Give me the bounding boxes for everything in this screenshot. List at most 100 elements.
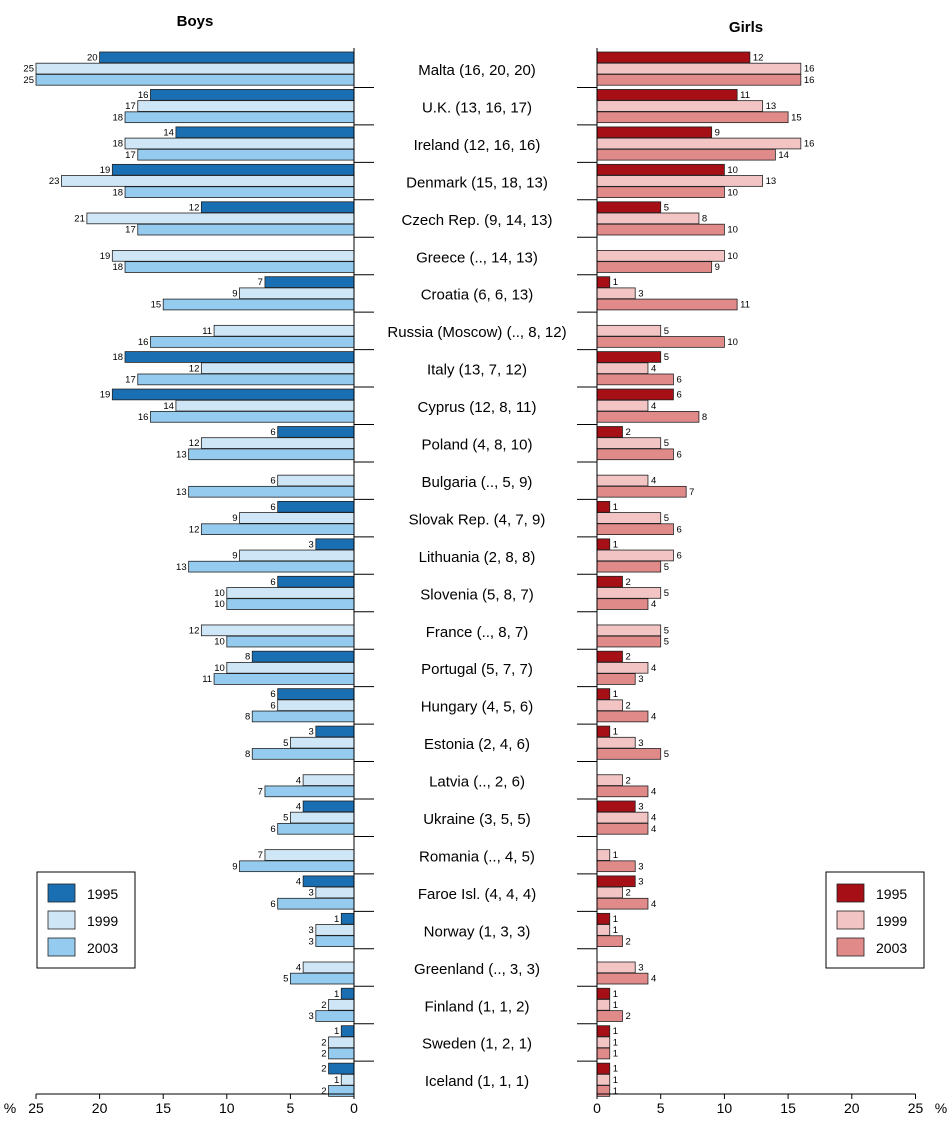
girls-value-label: 1: [613, 1026, 618, 1037]
girls-value-label: 4: [651, 824, 656, 835]
country-label: Ireland (12, 16, 16): [414, 137, 541, 154]
country-label: Portugal (5, 7, 7): [421, 661, 533, 678]
boys-value-label: 4: [296, 775, 301, 786]
girls-bar-1999: [596, 886, 623, 899]
boys-bar-2003: [188, 448, 355, 461]
boys-bar-2003: [251, 710, 355, 723]
girls-value-label: 2: [625, 1011, 630, 1022]
country-group: Bulgaria (.., 5, 9) 6 4 13 7: [176, 461, 694, 498]
girls-legend-label: 2003: [876, 940, 907, 956]
country-label: Croatia (6, 6, 13): [421, 287, 534, 304]
boys-value-label: 19: [100, 251, 111, 262]
country-group: U.K. (13, 16, 17) 16 11 17 13 18 15: [112, 86, 802, 123]
boys-bar-2003: [315, 935, 355, 947]
boys-value-label: 17: [125, 150, 136, 161]
boys-bar-1999: [61, 175, 355, 187]
boys-value-label: 6: [270, 899, 275, 910]
boys-value-label: 1: [334, 1026, 339, 1037]
chart-legends: 1995 1999 2003 1995 1999 2003: [36, 871, 925, 969]
boys-bar-1995: [340, 1025, 355, 1037]
girls-legend: 1995 1999 2003: [825, 871, 925, 969]
boys-value-label: 2: [321, 1049, 326, 1060]
country-group: Slovak Rep. (4, 7, 9) 6 1 9 5 12 6: [189, 498, 682, 535]
boys-bar-2003: [277, 823, 355, 835]
country-label: Lithuania (2, 8, 8): [419, 549, 536, 566]
boys-bar-1995: [150, 89, 355, 101]
girls-bar-1995: [596, 725, 611, 738]
girls-value-label: 3: [638, 802, 643, 813]
boys-value-label: 3: [309, 1011, 314, 1022]
girls-bar-2003: [596, 972, 649, 985]
girls-value-label: 10: [727, 187, 738, 198]
girls-value-label: 2: [625, 700, 630, 711]
girls-bar-1995: [596, 575, 623, 588]
country-group: Cyprus (12, 8, 11) 19 6 14 4 16 8: [100, 386, 707, 423]
country-label: France (.., 8, 7): [426, 624, 529, 641]
boys-x-tick-label: 15: [155, 1100, 171, 1116]
boys-value-label: 8: [245, 712, 250, 723]
boys-value-label: 5: [283, 813, 288, 824]
boys-bar-1995: [328, 1062, 355, 1075]
girls-value-label: 4: [651, 974, 656, 985]
boys-value-label: 6: [270, 502, 275, 513]
boys-value-label: 3: [309, 539, 314, 550]
girls-bar-1999: [596, 100, 764, 112]
boys-bar-1999: [226, 587, 355, 599]
boys-x-tick-label: 25: [28, 1100, 44, 1116]
boys-bar-2003: [137, 373, 355, 386]
girls-bar-2003: [596, 74, 802, 86]
boys-bar-1995: [277, 575, 355, 588]
girls-bar-1995: [596, 1025, 611, 1037]
girls-value-label: 1: [613, 539, 618, 550]
country-group: Greenland (.., 3, 3)4 35 4: [283, 948, 656, 985]
boys-value-label: 2: [321, 1000, 326, 1011]
boys-bar-1995: [315, 538, 355, 551]
boys-value-label: 6: [270, 689, 275, 700]
girls-bar-1995: [596, 351, 662, 363]
girls-value-label: 1: [613, 277, 618, 288]
girls-value-label: 5: [664, 625, 669, 636]
girls-value-label: 5: [664, 352, 669, 363]
boys-bar-1999: [35, 62, 355, 75]
boys-bar-2003: [200, 523, 355, 535]
boys-bar-1999: [315, 924, 355, 936]
boys-value-label: 10: [214, 588, 225, 599]
girls-value-label: 1: [613, 727, 618, 738]
boys-bar-1995: [124, 351, 355, 363]
girls-bar-2003: [596, 336, 725, 348]
boys-value-label: 2: [321, 1064, 326, 1075]
boys-bar-2003: [289, 972, 355, 985]
boys-value-label: 16: [138, 412, 149, 423]
girls-bar-2003: [596, 860, 636, 873]
girls-value-label: 5: [664, 637, 669, 648]
boys-value-label: 18: [112, 187, 123, 198]
boys-bar-2003: [328, 1047, 355, 1060]
girls-bar-1999: [596, 774, 623, 786]
girls-value-label: 4: [651, 786, 656, 797]
boys-bar-1999: [328, 1036, 355, 1049]
country-label: Czech Rep. (9, 14, 13): [402, 212, 553, 229]
girls-unit-label: %: [935, 1100, 947, 1116]
boys-value-label: 15: [151, 300, 162, 311]
country-group: Faroe Isl. (4, 4, 4)4 33 26 4: [270, 873, 656, 910]
boys-value-label: 18: [112, 112, 123, 123]
boys-bar-1995: [315, 725, 355, 738]
boys-bar-1995: [277, 426, 355, 438]
boys-value-label: 12: [189, 438, 200, 449]
boys-value-label: 20: [87, 53, 98, 64]
country-group: Romania (.., 4, 5) 7 1 9 3: [232, 835, 644, 873]
girls-value-label: 6: [676, 551, 681, 562]
girls-value-label: 6: [676, 390, 681, 401]
country-label: Romania (.., 4, 5): [419, 848, 535, 865]
boys-value-label: 12: [189, 363, 200, 374]
girls-bar-1999: [596, 924, 611, 936]
girls-value-label: 1: [613, 689, 618, 700]
girls-value-label: 11: [740, 90, 750, 101]
country-label: Ukraine (3, 5, 5): [423, 811, 531, 828]
boys-bar-2003: [188, 560, 355, 573]
boys-bar-2003: [137, 223, 355, 236]
girls-value-label: 5: [664, 749, 669, 760]
girls-value-label: 1: [613, 1000, 618, 1011]
country-group: Iceland (1, 1, 1)2 11 12 1: [321, 1060, 618, 1097]
